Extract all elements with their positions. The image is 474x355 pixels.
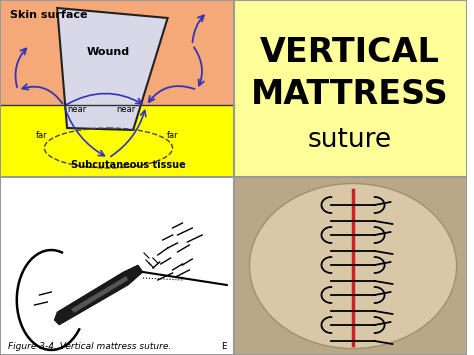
Text: Skin surface: Skin surface [10,10,87,20]
Ellipse shape [249,184,456,349]
Bar [234,0,467,177]
Text: far: far [167,131,178,140]
Text: E: E [221,342,227,351]
Text: MATTRESS: MATTRESS [251,78,449,111]
Polygon shape [54,265,143,325]
Text: Figure 3-4. Vertical mattress suture.: Figure 3-4. Vertical mattress suture. [8,342,171,351]
Bar [0,0,234,105]
Bar [0,105,234,177]
Bar [0,177,234,355]
Text: far: far [36,131,47,140]
Bar [234,177,467,355]
Text: near: near [117,105,136,114]
Polygon shape [71,276,128,313]
Text: VERTICAL: VERTICAL [260,36,440,69]
Text: near: near [67,105,87,114]
Polygon shape [57,8,168,130]
Text: suture: suture [308,127,392,153]
Text: Subcutaneous tissue: Subcutaneous tissue [71,160,185,170]
Text: Wound: Wound [87,47,130,57]
